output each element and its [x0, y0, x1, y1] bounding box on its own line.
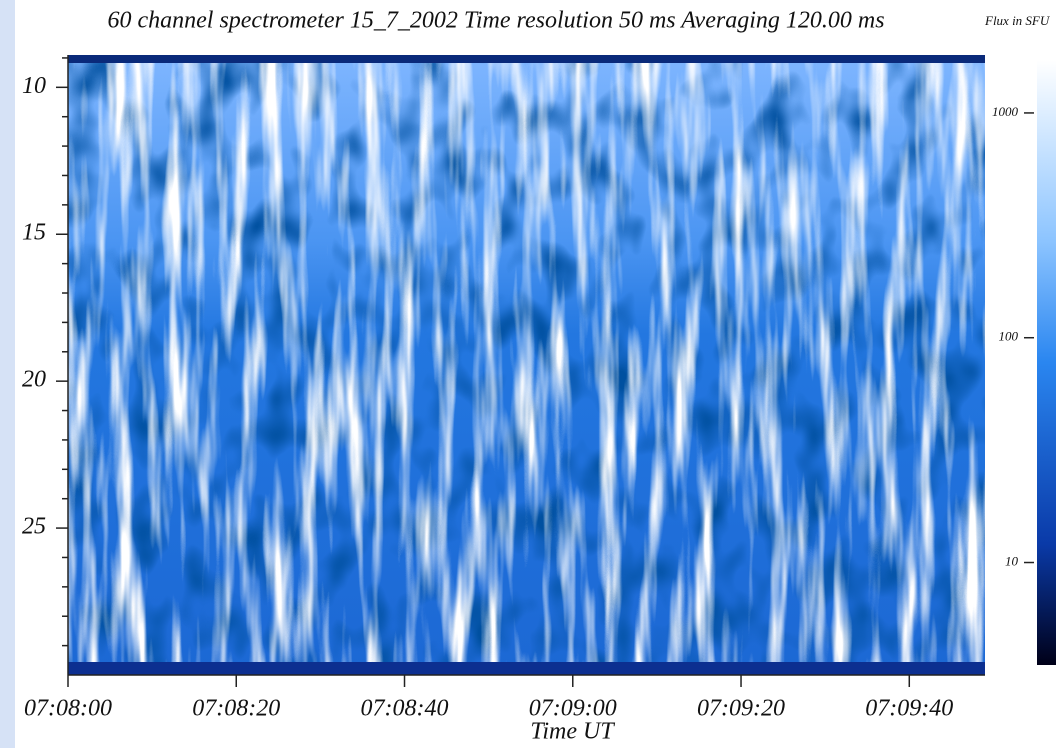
colorbar — [1037, 60, 1056, 665]
heatmap-streaks — [68, 55, 985, 675]
x-tick-label: 07:08:40 — [361, 696, 449, 722]
chart-title: 60 channel spectrometer 15_7_2002 Time r… — [107, 8, 884, 34]
x-tick-label: 07:09:20 — [697, 696, 785, 722]
y-tick-label: 10 — [22, 73, 46, 99]
y-tick-label: 15 — [22, 220, 46, 246]
colorbar-label: Flux in SFU — [984, 13, 1051, 28]
x-tick-label: 07:09:00 — [529, 696, 617, 722]
x-tick-label: 07:08:20 — [192, 696, 280, 722]
colorbar-tick-label: 10 — [1005, 553, 1019, 568]
x-axis-label: Time UT — [530, 719, 615, 745]
top-strip — [68, 55, 985, 63]
y-tick-label: 20 — [22, 367, 46, 393]
colorbar-tick-label: 1000 — [992, 104, 1019, 119]
bottom-strip — [68, 662, 985, 675]
y-tick-label: 25 — [22, 514, 46, 540]
x-tick-label: 07:09:40 — [865, 696, 953, 722]
colorbar-tick-label: 100 — [999, 329, 1019, 344]
spectrogram — [68, 55, 985, 675]
x-tick-label: 07:08:00 — [24, 696, 112, 722]
